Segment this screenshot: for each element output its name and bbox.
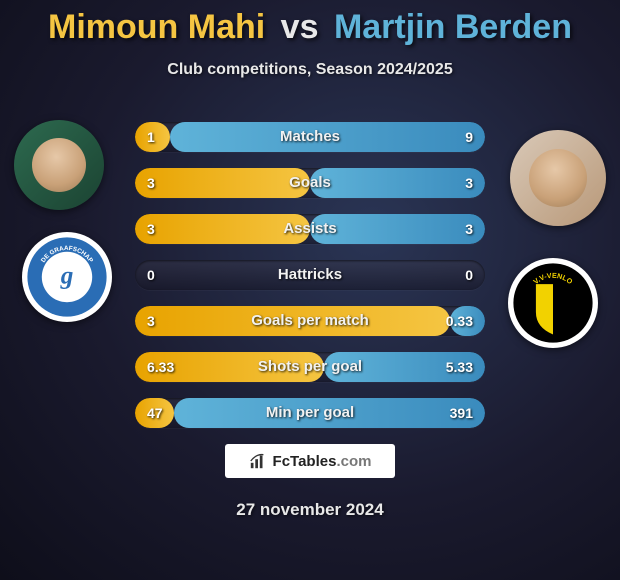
stat-row: 30.33Goals per match bbox=[135, 306, 485, 336]
fctables-logo: FcTables.com bbox=[225, 444, 395, 478]
date-text: 27 november 2024 bbox=[0, 500, 620, 520]
stat-label: Min per goal bbox=[135, 398, 485, 428]
svg-text:g: g bbox=[60, 262, 74, 289]
stat-label: Goals per match bbox=[135, 306, 485, 336]
comparison-title: Mimoun Mahi vs Martjin Berden bbox=[0, 0, 620, 47]
chart-icon bbox=[249, 452, 267, 470]
stat-label: Matches bbox=[135, 122, 485, 152]
stat-bars: 19Matches 33Goals 33Assists 00Hattricks 30.3… bbox=[135, 122, 485, 444]
player1-club-badge: g DE GRAAFSCHAP bbox=[22, 232, 112, 322]
stat-row: 33Assists bbox=[135, 214, 485, 244]
stat-row: 6.335.33Shots per goal bbox=[135, 352, 485, 382]
vs-text: vs bbox=[281, 8, 319, 46]
stat-label: Assists bbox=[135, 214, 485, 244]
stat-row: 00Hattricks bbox=[135, 260, 485, 290]
player2-avatar bbox=[510, 130, 606, 226]
brand-domain: .com bbox=[336, 453, 371, 470]
stat-row: 47391Min per goal bbox=[135, 398, 485, 428]
stat-row: 19Matches bbox=[135, 122, 485, 152]
player1-name: Mimoun Mahi bbox=[48, 8, 265, 46]
subtitle: Club competitions, Season 2024/2025 bbox=[0, 61, 620, 79]
stat-row: 33Goals bbox=[135, 168, 485, 198]
player1-avatar bbox=[14, 120, 104, 210]
stat-label: Goals bbox=[135, 168, 485, 198]
stat-label: Hattricks bbox=[135, 260, 485, 290]
player2-name: Martjin Berden bbox=[334, 8, 572, 46]
stat-label: Shots per goal bbox=[135, 352, 485, 382]
brand-name: FcTables bbox=[273, 453, 337, 470]
player2-club-badge: V.V-VENLO bbox=[508, 258, 598, 348]
